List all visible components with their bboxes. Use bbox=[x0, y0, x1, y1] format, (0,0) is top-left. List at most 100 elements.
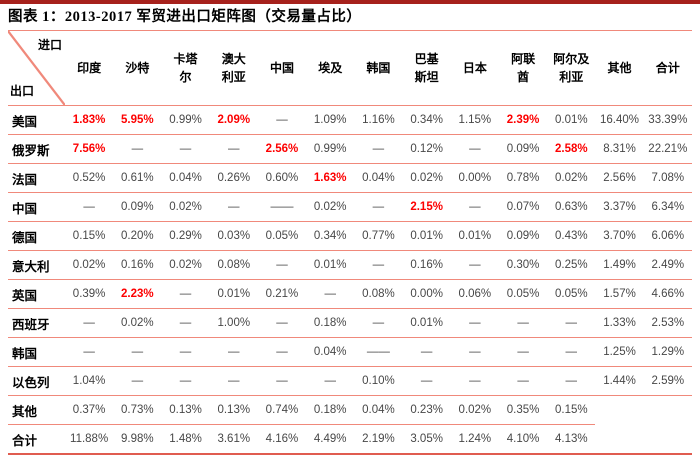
value-cell: 2.53% bbox=[643, 308, 692, 339]
value-cell bbox=[644, 396, 692, 425]
row-header: 西班牙 bbox=[8, 308, 65, 339]
table-row: 西班牙 —0.02% —1.00% —0.18% —0.01% — — —1.33% 2.53% bbox=[8, 308, 692, 339]
value-cell: 0.63% bbox=[547, 192, 596, 223]
column-header: 卡塔 尔 bbox=[161, 30, 210, 107]
value-cell: 9.98% bbox=[113, 424, 162, 455]
value-cell: 0.05% bbox=[498, 279, 548, 310]
value-cell: — bbox=[354, 134, 403, 165]
value-cell: — bbox=[65, 337, 114, 368]
value-cell: 4.13% bbox=[547, 424, 596, 455]
row-header: 中国 bbox=[8, 192, 65, 223]
value-cell: 0.34% bbox=[402, 105, 451, 136]
value-cell: 2.23% bbox=[113, 279, 162, 310]
value-cell: 0.04% bbox=[354, 395, 403, 426]
value-cell: — bbox=[257, 105, 307, 136]
value-cell: 0.74% bbox=[257, 395, 307, 426]
value-cell: 0.02% bbox=[161, 250, 210, 281]
value-cell: 6.06% bbox=[643, 221, 692, 252]
value-cell: — bbox=[450, 192, 499, 223]
value-cell: — bbox=[209, 337, 258, 368]
value-cell: 1.48% bbox=[161, 424, 210, 455]
value-cell: 0.01% bbox=[450, 221, 499, 252]
value-cell: 7.56% bbox=[65, 134, 114, 165]
value-cell: 11.88% bbox=[65, 424, 114, 455]
value-cell: 16.40% bbox=[595, 105, 644, 136]
table-row: 法国 0.52% 0.61% 0.04% 0.26% 0.60% 1.63% 0.04% 0.0… bbox=[8, 163, 692, 194]
value-cell: 0.23% bbox=[402, 395, 451, 426]
value-cell: 0.02% bbox=[450, 395, 499, 426]
value-cell: 0.52% bbox=[65, 163, 114, 194]
top-accent-bar bbox=[0, 0, 700, 4]
value-cell: 0.99% bbox=[161, 105, 210, 136]
value-cell: — bbox=[354, 192, 403, 223]
value-cell: — bbox=[161, 337, 210, 368]
value-cell: 0.02% bbox=[161, 192, 210, 223]
value-cell: 0.30% bbox=[498, 250, 548, 281]
value-cell: 0.08% bbox=[209, 250, 258, 281]
column-header: 其他 bbox=[595, 30, 644, 107]
value-cell: 0.13% bbox=[209, 395, 258, 426]
value-cell: — bbox=[547, 337, 596, 368]
value-cell: 7.08% bbox=[643, 163, 692, 194]
value-cell: — bbox=[498, 366, 548, 397]
value-cell: 0.02% bbox=[65, 250, 114, 281]
value-cell: — bbox=[161, 366, 210, 397]
value-cell: 0.09% bbox=[498, 221, 548, 252]
value-cell: 0.37% bbox=[65, 395, 114, 426]
value-cell: — bbox=[161, 279, 210, 310]
value-cell: 4.10% bbox=[498, 424, 548, 455]
value-cell: 0.09% bbox=[498, 134, 548, 165]
value-cell: 8.31% bbox=[595, 134, 644, 165]
value-cell: 0.00% bbox=[402, 279, 451, 310]
value-cell: 3.61% bbox=[209, 424, 258, 455]
value-cell: 2.58% bbox=[547, 134, 596, 165]
column-header: 日本 bbox=[450, 30, 499, 107]
value-cell: — bbox=[65, 192, 114, 223]
value-cell: — bbox=[450, 366, 499, 397]
value-cell: — bbox=[161, 134, 210, 165]
value-cell: 0.05% bbox=[257, 221, 307, 252]
row-header: 韩国 bbox=[8, 337, 65, 368]
table-row: 意大利 0.02% 0.16% 0.02% 0.08% —0.01% —0.16% —0.30… bbox=[8, 250, 692, 281]
table-row: 英国 0.39% 2.23% —0.01% 0.21% —0.08% 0.00% 0.06% 0… bbox=[8, 279, 692, 310]
value-cell: 1.09% bbox=[306, 105, 355, 136]
value-cell: 0.02% bbox=[402, 163, 451, 194]
value-cell: 1.24% bbox=[450, 424, 499, 455]
value-cell: 0.10% bbox=[354, 366, 403, 397]
value-cell: 0.02% bbox=[547, 163, 596, 194]
value-cell: — bbox=[450, 308, 499, 339]
value-cell: 0.43% bbox=[547, 221, 596, 252]
value-cell: 0.04% bbox=[354, 163, 403, 194]
value-cell: — bbox=[498, 337, 548, 368]
value-cell: 0.08% bbox=[354, 279, 403, 310]
value-cell: 0.21% bbox=[257, 279, 307, 310]
value-cell bbox=[595, 424, 644, 455]
value-cell: 0.13% bbox=[161, 395, 210, 426]
value-cell: 0.02% bbox=[306, 192, 355, 223]
row-header: 美国 bbox=[8, 105, 65, 136]
value-cell: 0.35% bbox=[498, 395, 548, 426]
value-cell: 2.56% bbox=[257, 134, 307, 165]
value-cell: — bbox=[306, 279, 355, 310]
corner-import-label: 进口 bbox=[37, 38, 62, 52]
value-cell: — bbox=[113, 134, 162, 165]
value-cell: 3.70% bbox=[595, 221, 644, 252]
column-header: 合计 bbox=[643, 30, 692, 107]
value-cell: 2.56% bbox=[595, 163, 644, 194]
diagonal-line bbox=[8, 31, 65, 106]
value-cell: 0.25% bbox=[547, 250, 596, 281]
table-row: 合计 11.88% 9.98% 1.48% 3.61% 4.16% 4.49% 2.19% 3.… bbox=[8, 424, 692, 455]
column-header: 沙特 bbox=[113, 30, 162, 107]
value-cell: 4.49% bbox=[306, 424, 355, 455]
figure-title: 图表 1：2013-2017 军贸进出口矩阵图（交易量占比） bbox=[8, 9, 362, 25]
value-cell: — bbox=[113, 366, 162, 397]
value-cell: 0.15% bbox=[65, 221, 114, 252]
value-cell: 0.06% bbox=[450, 279, 499, 310]
value-cell: 2.39% bbox=[498, 105, 548, 136]
value-cell: 0.09% bbox=[113, 192, 162, 223]
value-cell: — bbox=[402, 337, 451, 368]
value-cell: 0.26% bbox=[209, 163, 258, 194]
value-cell: 1.44% bbox=[595, 366, 644, 397]
value-cell: — bbox=[209, 366, 258, 397]
